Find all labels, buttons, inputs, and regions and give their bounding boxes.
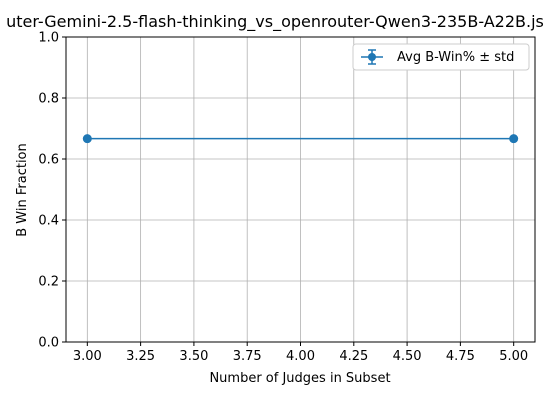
- y-axis-ticks: 0.0 0.2 0.4 0.6 0.8 1.0: [38, 31, 66, 351]
- legend-entry-label: Avg B-Win% ± std: [397, 50, 514, 65]
- y-tick-label: 1.0: [38, 31, 59, 46]
- x-tick-label: 3.75: [233, 349, 262, 364]
- x-tick-label: 3.00: [73, 349, 102, 364]
- x-tick-label: 3.50: [179, 349, 208, 364]
- x-axis-ticks: 3.00 3.25 3.50 3.75 4.00 4.25 4.50 4.75 5.00: [73, 342, 528, 364]
- grid-lines: [66, 36, 535, 343]
- x-axis-label: Number of Judges in Subset: [209, 371, 390, 386]
- legend-box: [352, 43, 530, 71]
- data-point: [509, 134, 519, 144]
- y-axis-label: B Win Fraction: [15, 143, 30, 237]
- x-tick-label: 5.00: [499, 349, 528, 364]
- y-tick-label: 0.0: [38, 336, 59, 351]
- y-tick-label: 0.8: [38, 92, 59, 107]
- data-point: [82, 134, 92, 144]
- chart-title: uter-Gemini-2.5-flash-thinking_vs_openro…: [6, 12, 544, 32]
- x-tick-label: 4.25: [339, 349, 368, 364]
- x-tick-label: 4.75: [446, 349, 475, 364]
- x-tick-label: 4.00: [286, 349, 315, 364]
- y-tick-label: 0.2: [38, 275, 59, 290]
- y-tick-label: 0.4: [38, 214, 59, 229]
- y-tick-label: 0.6: [38, 153, 59, 168]
- legend: Avg B-Win% ± std: [352, 43, 530, 71]
- x-tick-label: 3.25: [126, 349, 155, 364]
- series-layer: [82, 134, 519, 144]
- x-tick-label: 4.50: [393, 349, 422, 364]
- legend-marker: [368, 53, 376, 61]
